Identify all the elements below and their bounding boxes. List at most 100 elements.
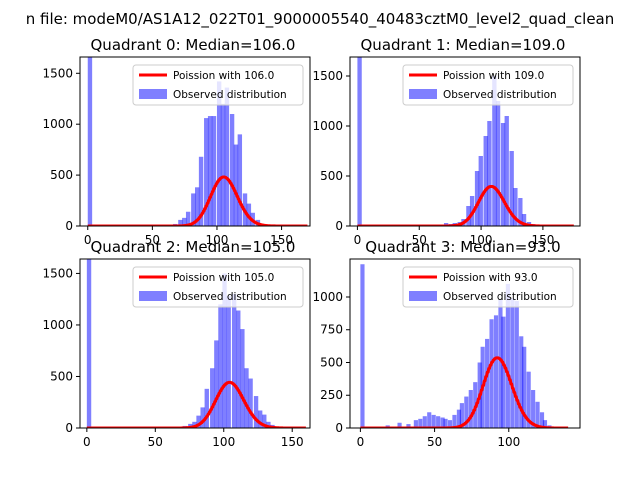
histogram-bar	[253, 396, 259, 428]
y-tick-label: 0	[335, 421, 343, 435]
y-tick-label: 1000	[42, 117, 73, 131]
quadrant-0-title: Quadrant 0: Median=106.0	[91, 36, 296, 54]
y-tick-label: 500	[50, 369, 73, 383]
histogram-bar	[237, 134, 243, 226]
histogram-bar	[518, 198, 523, 226]
x-tick-label: 150	[270, 233, 293, 247]
histogram-bar	[485, 338, 490, 428]
x-tick-label: 50	[145, 233, 160, 247]
x-tick-label: 50	[427, 435, 442, 449]
histogram-bar	[452, 414, 457, 428]
y-tick-label: 750	[320, 323, 343, 337]
histogram-bar	[483, 136, 488, 226]
y-tick-label: 1500	[312, 69, 343, 83]
histogram-bar	[487, 121, 492, 226]
histogram-bar	[229, 114, 235, 226]
x-tick-label: 150	[531, 233, 554, 247]
legend-label: Poission with 106.0	[173, 70, 274, 82]
histogram-bar	[501, 316, 506, 428]
quadrant-2-title: Quadrant 2: Median=105.0	[91, 238, 296, 256]
y-tick-label: 1500	[42, 66, 73, 80]
histogram-bar	[357, 57, 362, 226]
axes-frame	[79, 258, 311, 429]
histogram-bar	[521, 214, 527, 226]
histogram-bar	[431, 414, 436, 428]
y-tick-label: 500	[320, 355, 343, 369]
x-tick-label: 0	[84, 233, 92, 247]
histogram-bar	[459, 403, 464, 428]
y-tick-label: 0	[65, 219, 73, 233]
histogram-bar	[240, 329, 245, 428]
x-tick-label: 0	[83, 435, 91, 449]
y-tick-label: 1500	[42, 266, 73, 280]
histogram-bar	[539, 412, 545, 428]
y-tick-label: 1000	[42, 318, 73, 332]
y-tick-label: 0	[65, 421, 73, 435]
legend-label: Observed distribution	[443, 89, 557, 101]
y-tick-label: 500	[320, 169, 343, 183]
histogram-bar	[222, 273, 227, 428]
histogram-bar	[196, 415, 201, 428]
histogram-bar	[492, 76, 497, 226]
histogram-bar	[418, 418, 423, 428]
histogram-bar	[360, 264, 365, 428]
x-tick-label: 0	[357, 435, 365, 449]
histogram-bar	[185, 211, 191, 226]
x-tick-label: 0	[354, 233, 362, 247]
y-tick-label: 1000	[312, 119, 343, 133]
legend-hist-swatch	[409, 291, 437, 301]
histogram-bar	[233, 144, 239, 226]
histogram-bar	[210, 368, 215, 428]
histogram-bar	[211, 116, 217, 226]
figure-title: n file: modeM0/AS1A12_022T01_9000005540_…	[26, 10, 615, 29]
quadrant-2-panel: Quadrant 2: Median=105.0 0 50 100 150050010…	[42, 238, 311, 449]
legend-hist-swatch	[409, 89, 437, 99]
histogram-bar	[397, 422, 402, 428]
histogram-bar	[422, 416, 427, 428]
x-tick-label: 100	[497, 435, 520, 449]
histogram-bar	[216, 81, 222, 226]
histogram-bar	[464, 396, 469, 428]
histogram-bar	[178, 219, 183, 226]
legend-label: Observed distribution	[173, 291, 287, 303]
histogram-bar	[204, 388, 209, 428]
histogram-bar	[220, 103, 226, 226]
histogram-bar	[198, 156, 204, 226]
histogram-bar	[200, 407, 205, 428]
histogram-bar	[519, 336, 524, 428]
poisson-curve	[86, 380, 307, 428]
y-tick-label: 1000	[312, 290, 343, 304]
quadrant-1-title: Quadrant 1: Median=109.0	[361, 36, 566, 54]
histogram-bar	[413, 420, 418, 428]
histogram-bar	[192, 421, 197, 428]
histogram-bar	[182, 217, 187, 226]
x-tick-label: 50	[412, 233, 427, 247]
x-tick-label: 100	[212, 435, 235, 449]
histogram-bar	[224, 87, 230, 226]
x-tick-label: 50	[148, 435, 163, 449]
histogram-bar	[522, 346, 527, 428]
histogram-bar	[218, 304, 223, 428]
y-tick-label: 250	[320, 388, 343, 402]
histogram-bar	[509, 151, 514, 226]
histogram-bar	[236, 310, 241, 428]
axes-frame	[349, 258, 581, 429]
legend-label: Poission with 93.0	[443, 272, 538, 284]
histogram-bar	[474, 171, 480, 226]
histogram-bar	[456, 409, 461, 428]
histogram-bar	[542, 420, 548, 428]
axes-frame	[349, 56, 581, 227]
histogram-bar	[257, 410, 263, 428]
histogram-bar	[86, 259, 92, 428]
histogram-bar	[526, 371, 531, 428]
legend-label: Poission with 105.0	[173, 272, 274, 284]
histogram-bar	[495, 101, 501, 226]
x-tick-label: 150	[281, 435, 304, 449]
quadrant-3-title: Quadrant 3: Median=93.0	[365, 238, 560, 256]
histogram-bar	[195, 187, 200, 226]
histogram-bar	[505, 283, 510, 428]
histogram-bar	[498, 299, 503, 428]
histogram-bar	[406, 424, 411, 428]
legend: Poission with 93.0 Observed distribution	[402, 266, 574, 308]
